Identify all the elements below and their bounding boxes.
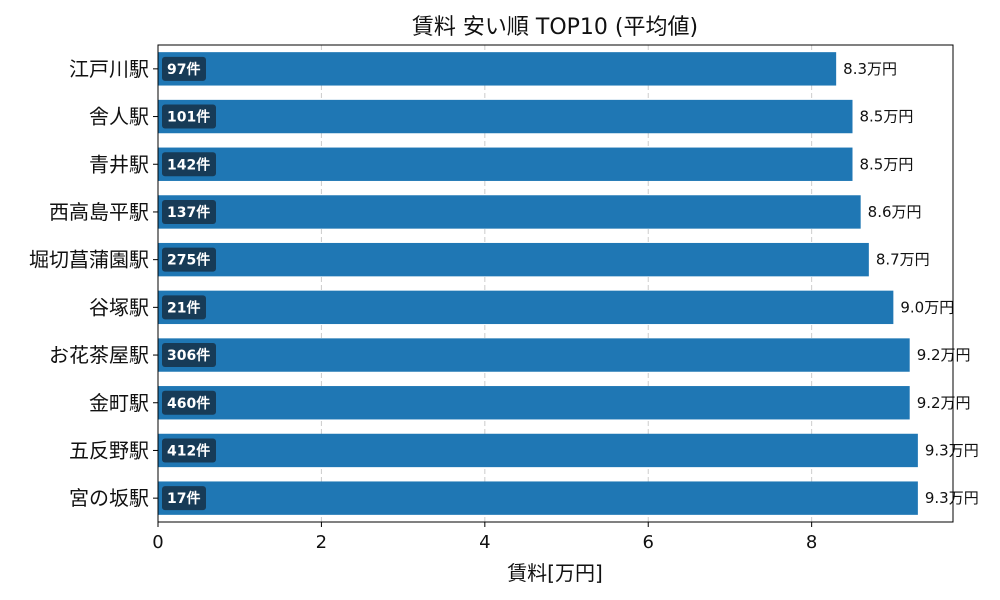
bar — [158, 195, 861, 229]
count-badge — [162, 247, 216, 272]
category-label: お花茶屋駅 — [49, 343, 149, 367]
category-label: 青井駅 — [89, 152, 149, 176]
bar — [158, 481, 918, 515]
category-label: 堀切菖蒲園駅 — [29, 248, 149, 272]
bar — [158, 242, 869, 277]
bar — [158, 290, 894, 325]
count-label: 142件 — [167, 156, 210, 173]
count-badge — [162, 486, 206, 511]
x-tick-label: 8 — [806, 532, 817, 553]
bar — [158, 52, 837, 86]
category-label: 谷塚駅 — [89, 295, 149, 319]
count-label: 412件 — [167, 442, 210, 459]
chart-title: 賃料 安い順 TOP10 (平均値) — [412, 15, 698, 40]
count-label: 101件 — [167, 109, 210, 126]
count-badge — [162, 295, 206, 320]
bars: 97件 8.3万円 101件 8.5万円 142件 8.5万円 137件 8.6万円 275件 8… — [158, 52, 979, 515]
value-label: 9.0万円 — [900, 298, 954, 316]
bar — [158, 386, 910, 420]
count-badge — [162, 199, 216, 224]
count-badge — [162, 104, 216, 129]
value-label: 8.3万円 — [843, 60, 897, 78]
value-label: 9.3万円 — [925, 489, 979, 507]
bar — [158, 99, 853, 134]
count-label: 97件 — [167, 61, 200, 78]
count-badge — [162, 343, 216, 368]
bar — [158, 433, 918, 468]
value-label: 8.7万円 — [876, 251, 930, 269]
value-label: 9.2万円 — [917, 346, 971, 364]
x-tick-label: 0 — [152, 532, 163, 553]
count-label: 306件 — [167, 347, 210, 364]
category-label: 江戸川駅 — [69, 57, 149, 81]
value-label: 8.5万円 — [860, 108, 914, 126]
count-badge — [162, 390, 216, 415]
bar — [158, 338, 910, 372]
count-label: 21件 — [167, 299, 200, 316]
category-label: 宮の坂駅 — [69, 486, 149, 510]
x-tick-label: 6 — [643, 532, 654, 553]
x-axis-label: 賃料[万円] — [507, 561, 603, 585]
count-label: 460件 — [167, 395, 210, 412]
category-label: 金町駅 — [89, 391, 149, 415]
category-label: 西高島平駅 — [49, 200, 149, 224]
count-label: 275件 — [167, 252, 210, 269]
bar — [158, 147, 853, 181]
count-badge — [162, 152, 216, 177]
axes: 江戸川駅舎人駅青井駅西高島平駅堀切菖蒲園駅谷塚駅お花茶屋駅金町駅五反野駅宮の坂駅… — [29, 44, 954, 553]
value-label: 9.2万円 — [917, 394, 971, 412]
x-tick-label: 4 — [479, 532, 490, 553]
count-badge — [162, 438, 216, 463]
value-label: 9.3万円 — [925, 441, 979, 459]
count-badge — [162, 56, 206, 81]
category-label: 舎人駅 — [89, 105, 149, 129]
plot-frame — [157, 44, 954, 523]
count-label: 137件 — [167, 204, 210, 221]
count-label: 17件 — [167, 490, 200, 507]
x-tick-label: 2 — [316, 532, 327, 553]
category-label: 五反野駅 — [69, 438, 149, 462]
value-label: 8.5万円 — [860, 155, 914, 173]
value-label: 8.6万円 — [868, 203, 922, 221]
